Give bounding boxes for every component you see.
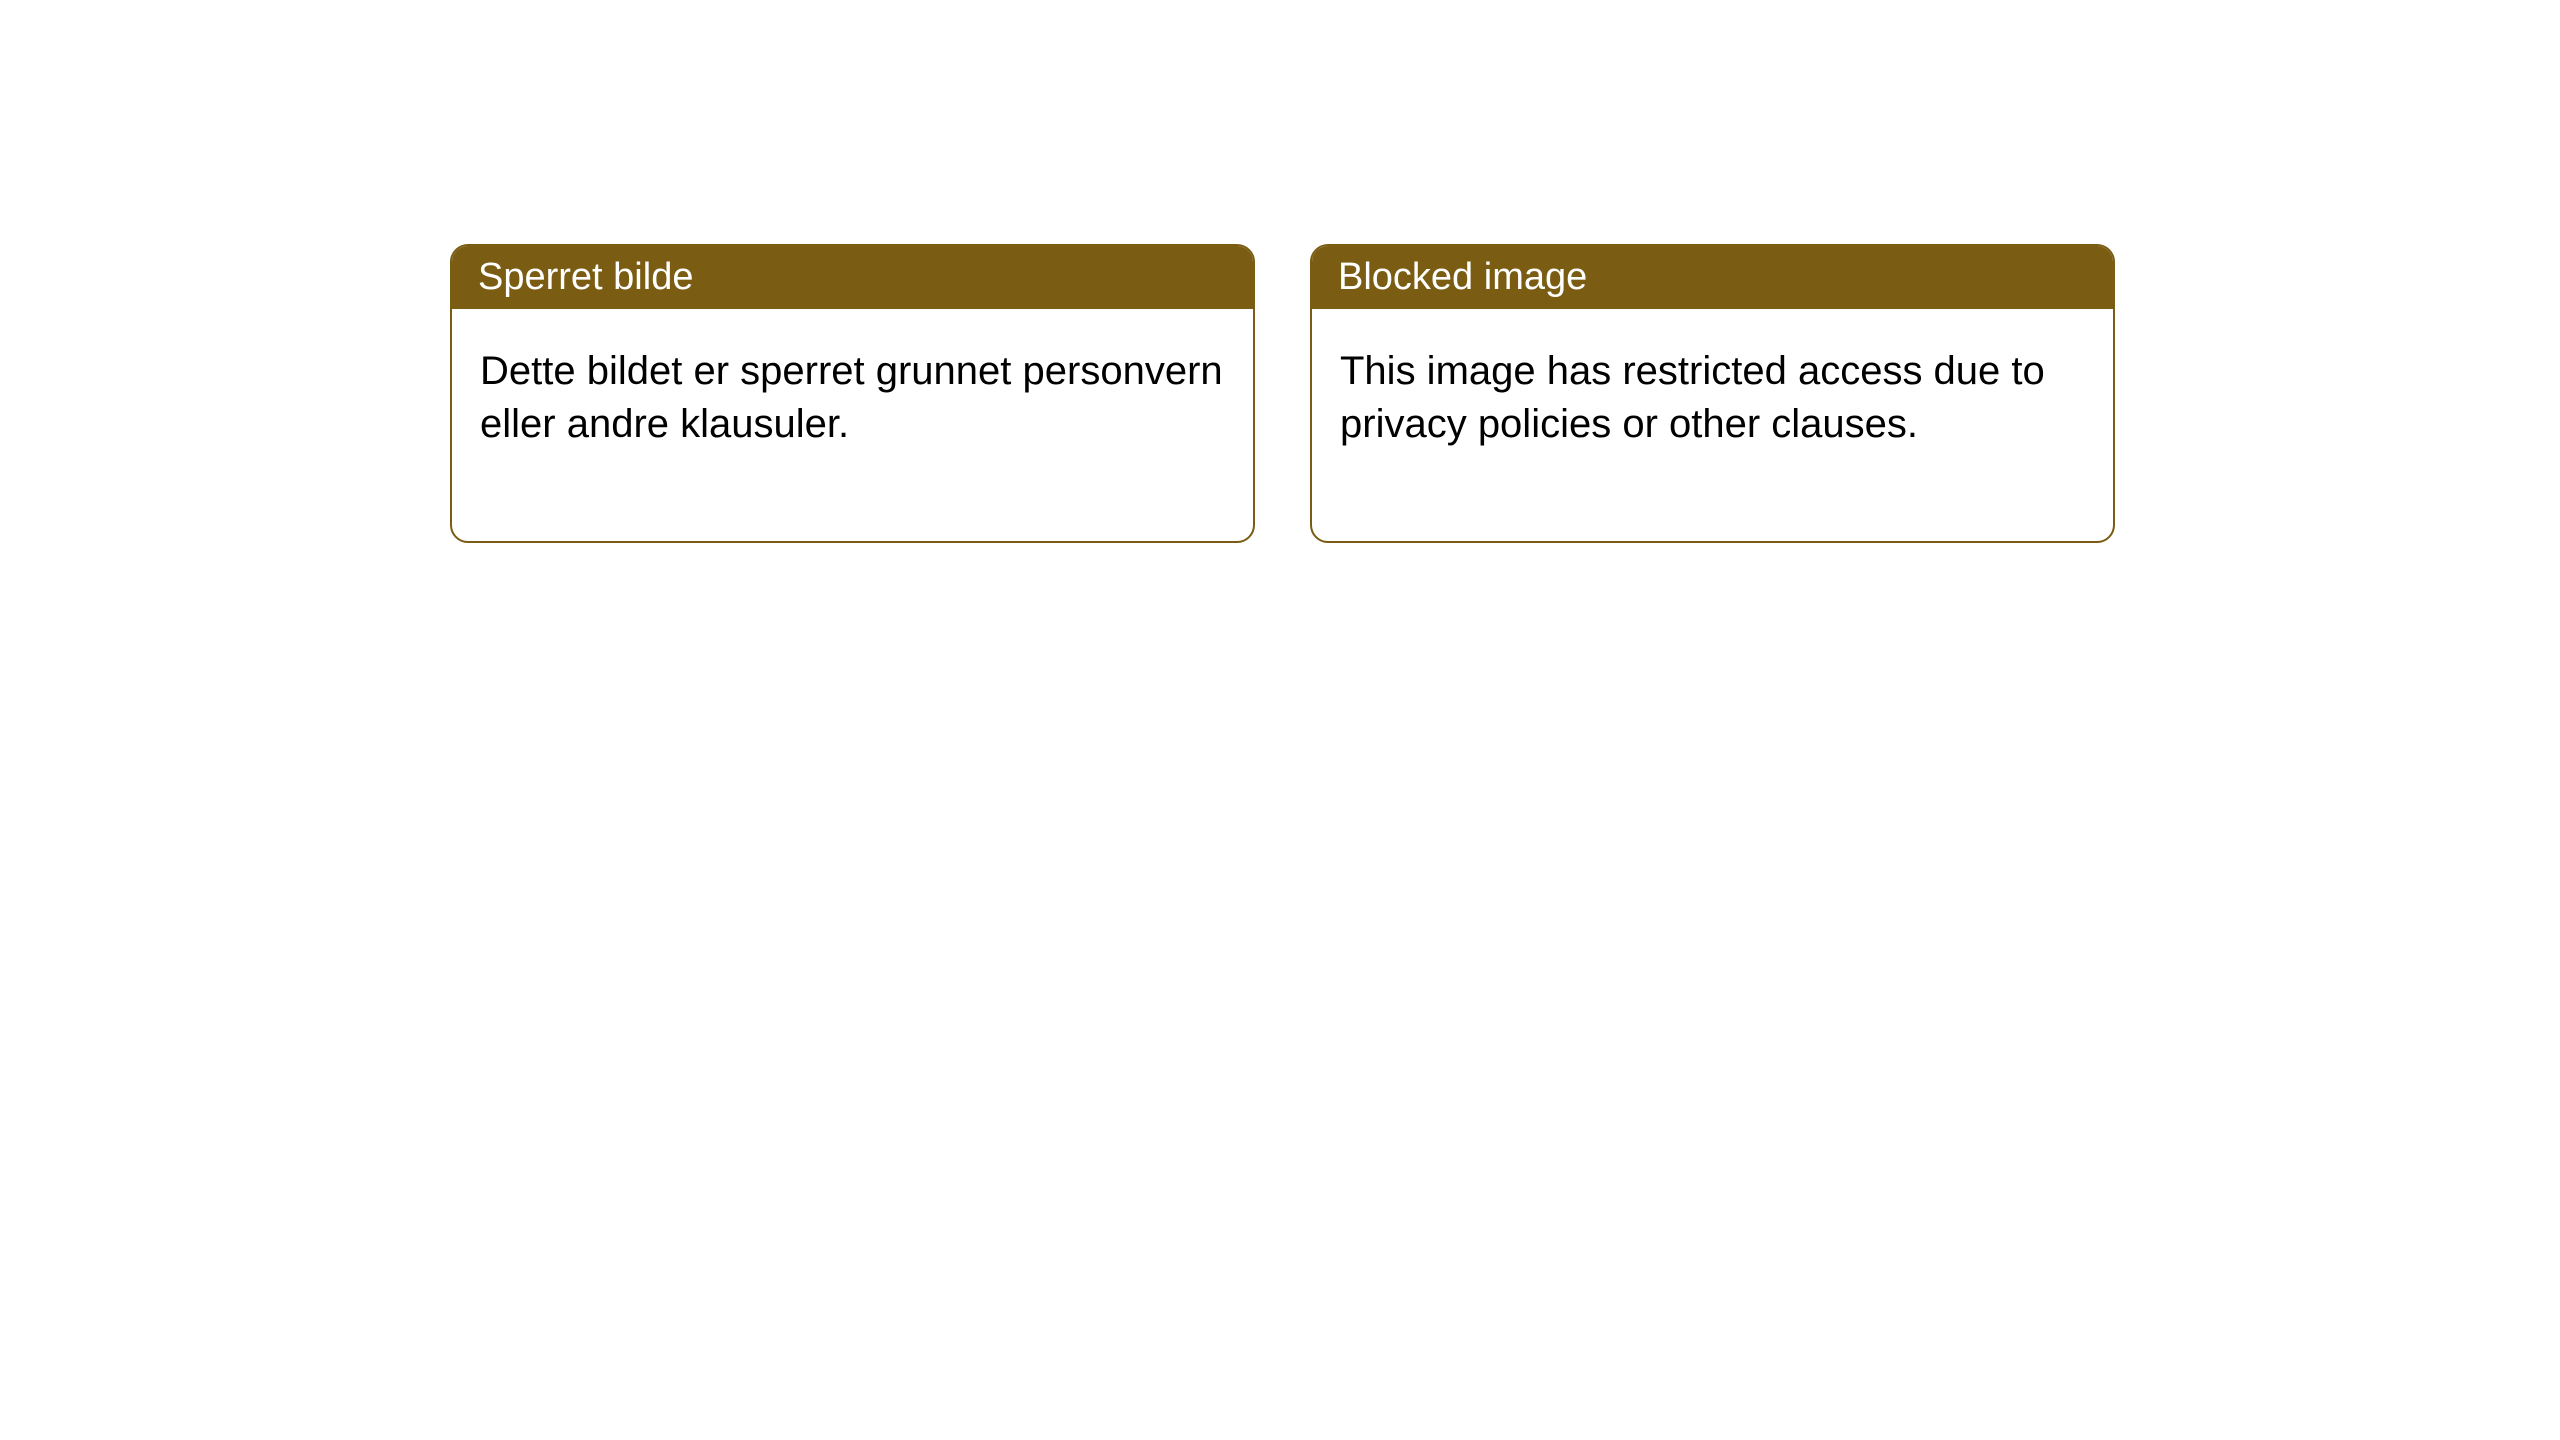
card-body-en: This image has restricted access due to … <box>1312 309 2113 541</box>
card-message-en: This image has restricted access due to … <box>1340 349 2045 446</box>
card-message-no: Dette bildet er sperret grunnet personve… <box>480 349 1223 446</box>
card-title-en: Blocked image <box>1338 256 1587 298</box>
notice-container: Sperret bilde Dette bildet er sperret gr… <box>0 0 2560 543</box>
card-title-no: Sperret bilde <box>478 256 693 298</box>
blocked-image-card-en: Blocked image This image has restricted … <box>1310 244 2115 543</box>
card-body-no: Dette bildet er sperret grunnet personve… <box>452 309 1253 541</box>
card-header-en: Blocked image <box>1312 246 2113 309</box>
card-header-no: Sperret bilde <box>452 246 1253 309</box>
blocked-image-card-no: Sperret bilde Dette bildet er sperret gr… <box>450 244 1255 543</box>
